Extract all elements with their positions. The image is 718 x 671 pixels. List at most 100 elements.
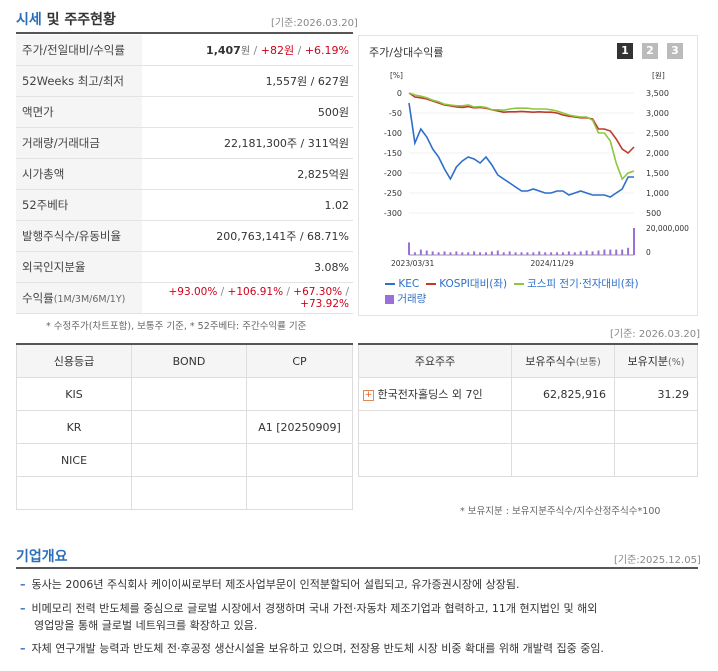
volume-bar [556, 252, 559, 255]
x-tick-label: 2023/03/31 [391, 259, 434, 268]
snapshot-table: 주가/전일대비/수익률 1,407원 / +82원 / +6.19% 52Wee… [16, 35, 353, 314]
table-row: 52Weeks 최고/최저 1,557원 / 627원 [16, 65, 353, 97]
y-tick-label-right: 3,500 [646, 89, 669, 98]
y-tick-label-right: 2,000 [646, 149, 669, 158]
overview-date: [기준:2025.12.05] [614, 555, 701, 566]
volume-bar [544, 252, 547, 255]
volume-bar [425, 250, 428, 255]
left-unit-label: [%] [390, 71, 403, 80]
major-holders-table: 주요주주 보유주식수(보통) 보유지분(%) + 한국전자홀딩스 외 7인 62… [358, 343, 698, 477]
overview-bullet-cont: 영업망을 통해 글로벌 네트워크를 확장하고 있음. [34, 619, 258, 632]
volume-bar [508, 251, 511, 255]
holder-name[interactable]: 한국전자홀딩스 외 7인 [377, 388, 483, 401]
table-row [16, 476, 353, 510]
chart-legend: KEC KOSPI대비(좌) 코스피 전기·전자대비(좌) [385, 276, 639, 291]
volume-bar [597, 250, 600, 255]
y-tick-label-left: 0 [397, 89, 402, 98]
legend-item-sector: 코스피 전기·전자대비(좌) [513, 278, 639, 290]
holders-note: * 보유지분 : 보유지분주식수/지수산정주식수*100 [460, 506, 661, 517]
volume-tick-label: 0 [646, 248, 651, 257]
return-1y: +73.92% [300, 298, 349, 310]
volume-bar [514, 252, 517, 255]
volume-bar [627, 247, 630, 255]
volume-bar [591, 251, 594, 255]
volume-bar [615, 249, 618, 255]
y-tick-label-left: -300 [384, 209, 402, 218]
y-tick-label-right: 1,500 [646, 169, 669, 178]
y-tick-label-right: 500 [646, 209, 661, 218]
table-row: 52주베타 1.02 [16, 189, 353, 221]
table-row: 수익률(1M/3M/6M/1Y) +93.00% / +106.91% / +6… [16, 282, 353, 314]
volume-bar [479, 252, 482, 255]
volume-bar [502, 252, 505, 255]
volume-bar [455, 251, 458, 255]
row-value: 22,181,300주 / 311억원 [142, 127, 353, 159]
chart-page-2-button[interactable]: 2 [642, 43, 658, 59]
overview-title: 기업개요 [16, 549, 68, 565]
volume-bar [561, 252, 564, 255]
y-tick-label-right: 1,000 [646, 189, 669, 198]
x-tick-label: 2024/11/29 [531, 259, 574, 268]
row-label: 52Weeks 최고/최저 [16, 65, 142, 97]
snapshot-note: * 수정주가(차트포함), 보통주 기준, * 52주베타: 주간수익률 기준 [46, 321, 307, 332]
legend-item-volume: 거래량 [385, 291, 426, 306]
table-row: NICE [16, 443, 353, 477]
table-row: + 한국전자홀딩스 외 7인 62,825,916 31.29 [358, 377, 698, 411]
right-unit-label: [원] [652, 71, 665, 80]
volume-bar [532, 252, 535, 255]
volume-bar [449, 252, 452, 255]
volume-bar [431, 251, 434, 255]
y-tick-label-right: 2,500 [646, 129, 669, 138]
column-header: 보유지분(%) [614, 343, 698, 378]
table-row: KIS [16, 377, 353, 411]
volume-bar [585, 250, 588, 255]
snapshot-date: [기준:2026.03.20] [271, 18, 358, 29]
volume-tick-label: 20,000,000 [646, 224, 689, 233]
section-title: 시세 및 주주현황 [16, 12, 116, 28]
row-label: 시가총액 [16, 158, 142, 190]
row-label: 액면가 [16, 96, 142, 128]
table-row: 액면가 500원 [16, 96, 353, 128]
volume-bar [520, 252, 523, 255]
overview-bullet: – 자체 연구개발 능력과 반도체 전·후공정 생산시설을 보유하고 있으며, 전… [20, 642, 604, 655]
holders-date: [기준: 2026.03.20] [610, 329, 701, 340]
divider [16, 567, 698, 569]
series-line-sector [408, 92, 635, 181]
volume-bar [538, 251, 541, 255]
chart-page-3-button[interactable]: 3 [667, 43, 683, 59]
volume-bar [573, 252, 576, 255]
volume-bar [579, 251, 582, 255]
return-6m: +67.30% [293, 286, 343, 298]
volume-bar [490, 251, 493, 255]
volume-bar [526, 252, 529, 255]
return-1m: +93.00% [168, 286, 218, 298]
overview-bullet: – 비메모리 전력 반도체를 중심으로 글로벌 시장에서 경쟁하며 국내 가전·자… [20, 602, 598, 615]
table-row: 발행주식수/유동비율 200,763,141주 / 68.71% [16, 220, 353, 252]
y-tick-label-left: -250 [384, 189, 402, 198]
price-chart: [%] [원] 0 -50 -100 -150 -200 -250 -300 3,500 3,0… [384, 71, 689, 268]
y-tick-label-left: -200 [384, 169, 402, 178]
y-tick-label-right: 3,000 [646, 109, 669, 118]
volume-bar [473, 251, 476, 255]
row-label: 52주베타 [16, 189, 142, 221]
row-label: 주가/전일대비/수익률 [16, 35, 142, 66]
table-row [358, 410, 698, 444]
y-tick-label-left: -150 [384, 149, 402, 158]
row-value: 2,825억원 [142, 158, 353, 190]
price-change-pct: +6.19% [304, 44, 349, 57]
chart-page-1-button[interactable]: 1 [617, 43, 633, 59]
overview-bullet: – 동사는 2006년 주식회사 케이이씨로부터 제조사업부문이 인적분할되어 설… [20, 578, 520, 591]
volume-bar [550, 252, 553, 255]
expand-plus-icon[interactable]: + [363, 389, 374, 401]
volume-bar [484, 252, 487, 255]
volume-bar [621, 249, 624, 255]
legend-swatch-icon [385, 283, 395, 285]
column-header: 보유주식수(보통) [511, 343, 615, 378]
column-header: BOND [131, 343, 247, 378]
y-tick-label-left: -100 [384, 129, 402, 138]
row-value: 1,557원 / 627원 [142, 65, 353, 97]
legend-item-kospi: KOSPI대비(좌) [425, 278, 507, 290]
volume-bar [408, 242, 410, 255]
row-value: 500원 [142, 96, 353, 128]
column-header: 주요주주 [358, 343, 512, 378]
